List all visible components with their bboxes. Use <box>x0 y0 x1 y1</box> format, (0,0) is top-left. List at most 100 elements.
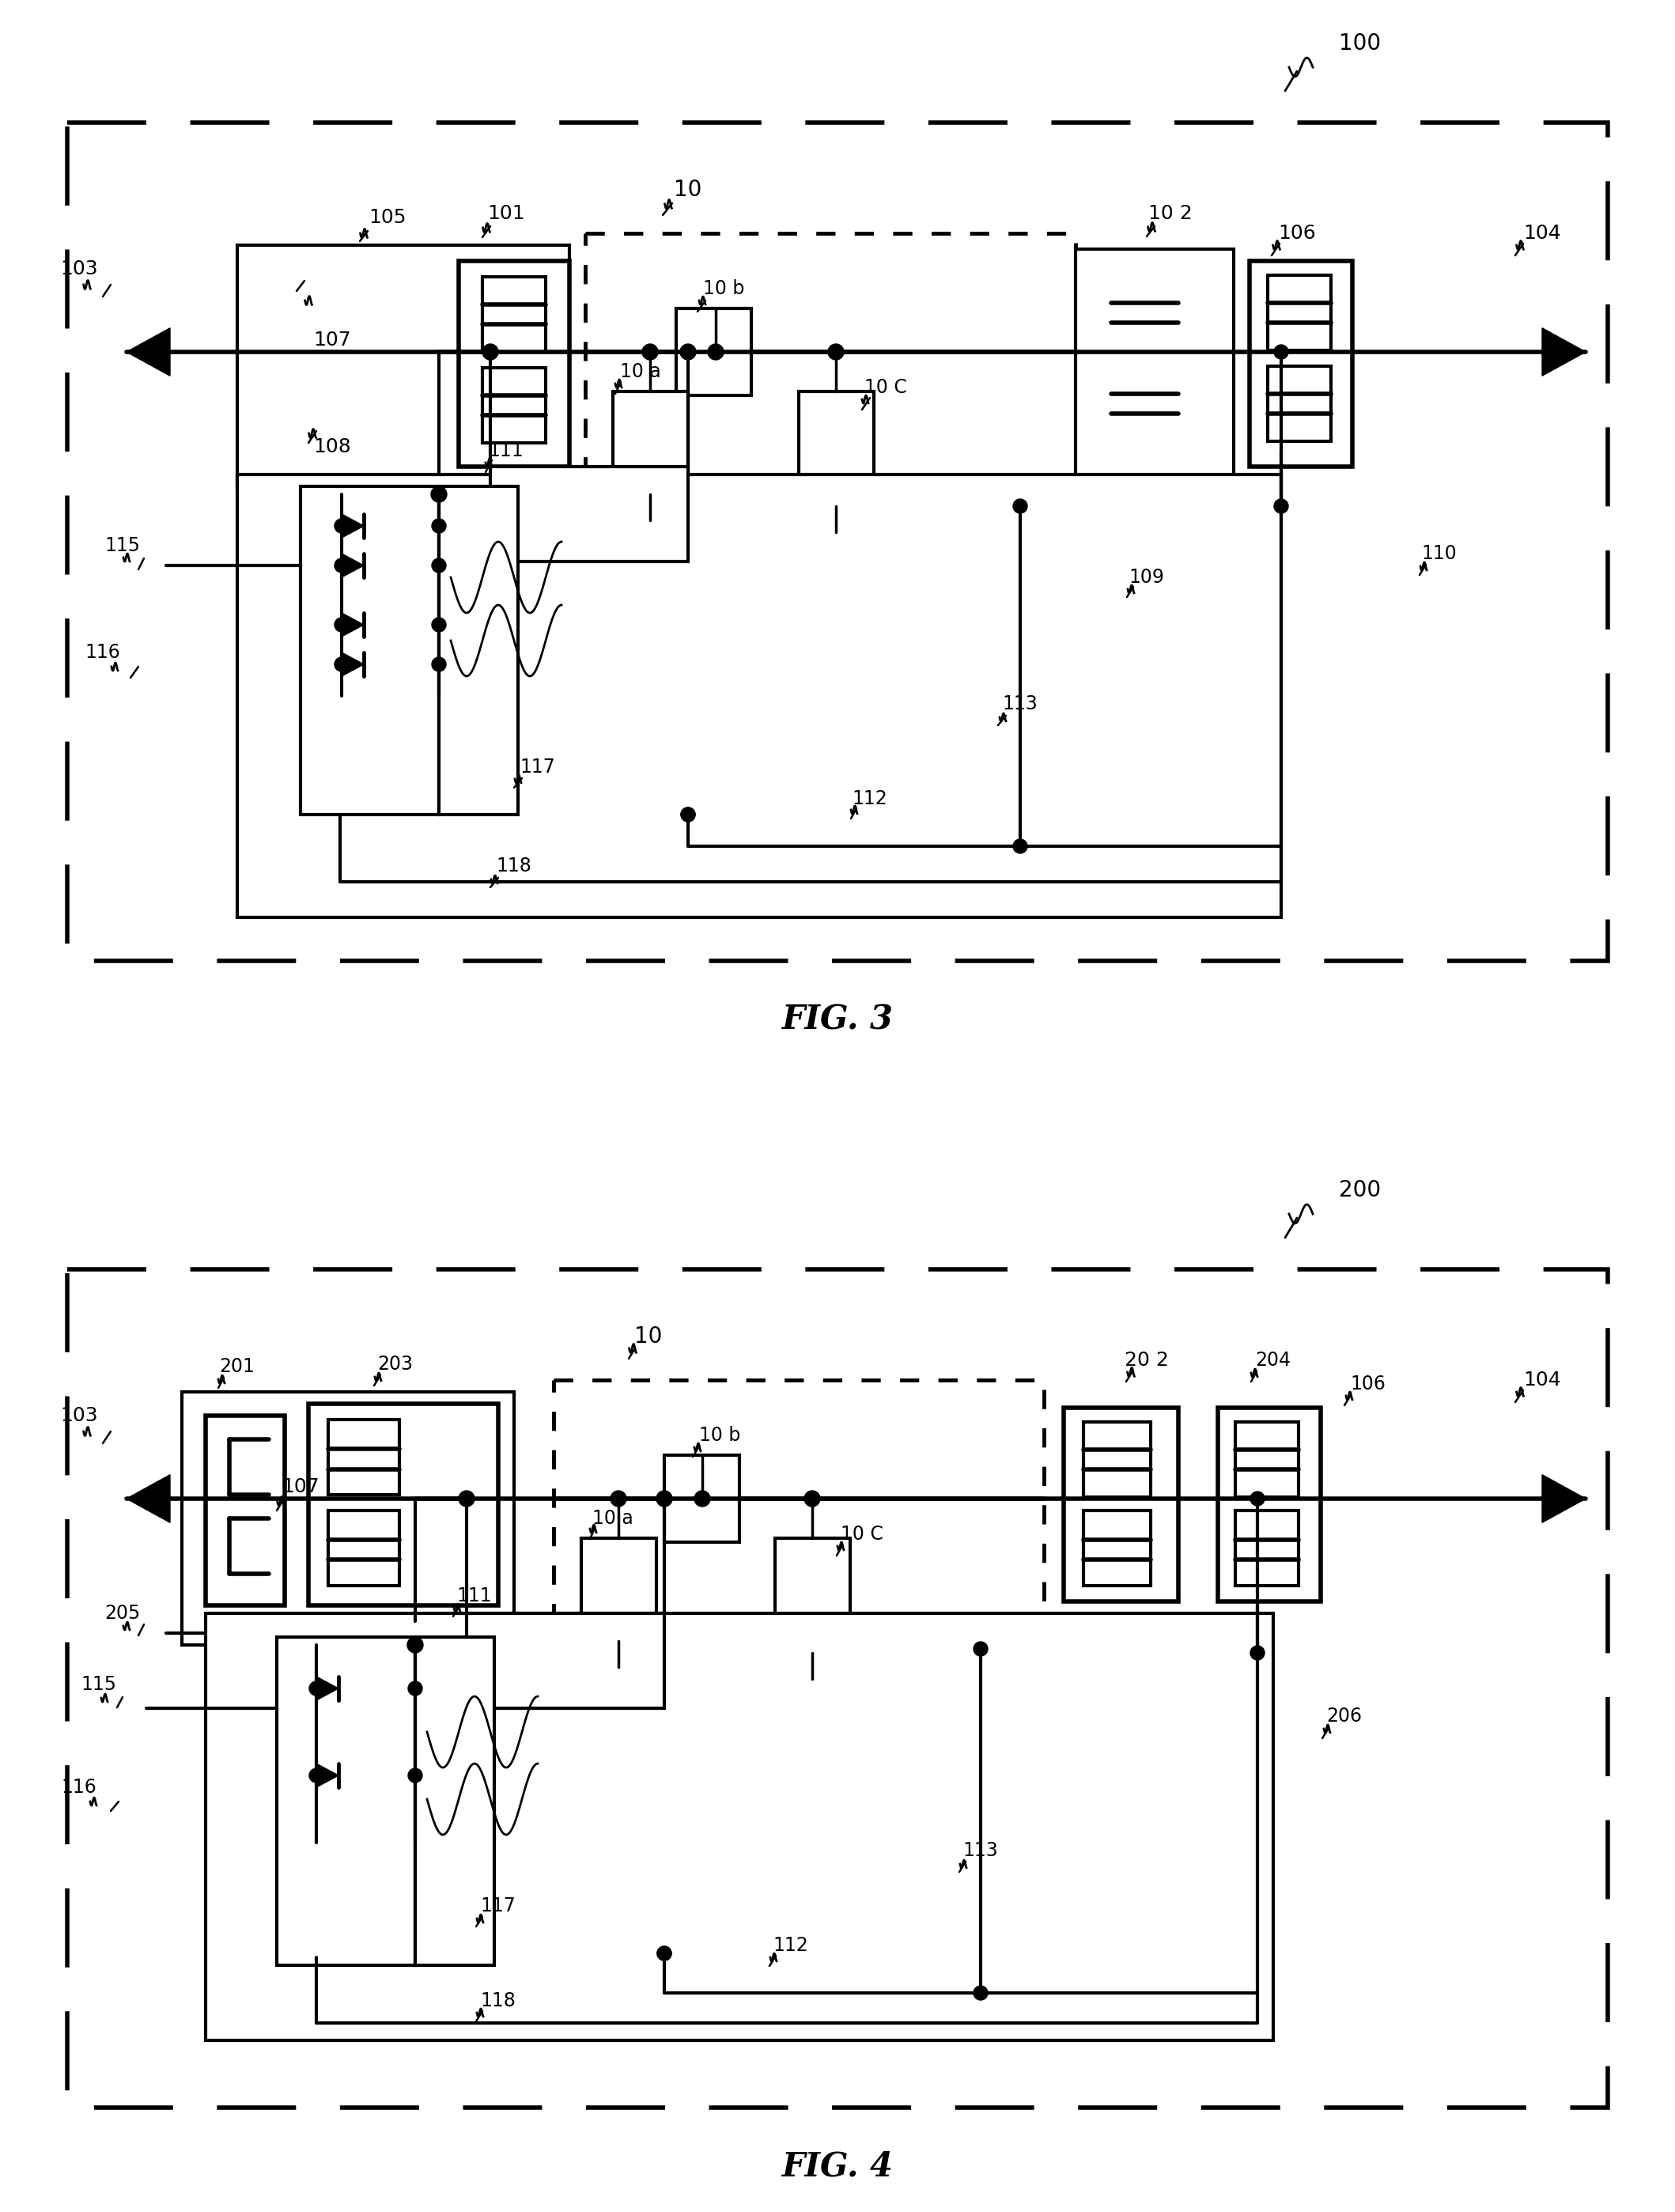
Text: 113: 113 <box>963 1840 998 1860</box>
Bar <box>276 1637 415 1964</box>
Text: 10 b: 10 b <box>703 279 744 299</box>
Text: 10 a: 10 a <box>620 363 662 380</box>
Text: 10: 10 <box>673 179 702 201</box>
Bar <box>1250 261 1352 467</box>
Circle shape <box>657 1947 672 1960</box>
Bar <box>799 392 874 507</box>
Text: 103: 103 <box>60 259 97 279</box>
Polygon shape <box>1543 327 1586 376</box>
Polygon shape <box>342 613 363 637</box>
Text: 104: 104 <box>1523 1371 1561 1389</box>
Circle shape <box>432 520 446 533</box>
Text: 106: 106 <box>1350 1374 1385 1394</box>
Circle shape <box>407 1637 424 1652</box>
Text: 113: 113 <box>1003 695 1038 712</box>
Circle shape <box>682 807 695 821</box>
Circle shape <box>695 1491 710 1506</box>
Text: FIG. 3: FIG. 3 <box>782 1004 893 1037</box>
Polygon shape <box>1543 1475 1586 1522</box>
Text: 117: 117 <box>481 1896 516 1916</box>
Text: 112: 112 <box>774 1936 809 1955</box>
Circle shape <box>335 657 348 672</box>
Circle shape <box>409 1767 422 1783</box>
Text: 115: 115 <box>80 1674 117 1694</box>
Text: 111: 111 <box>489 440 524 460</box>
Bar <box>238 476 1281 918</box>
Bar <box>183 1391 514 1646</box>
Bar <box>491 467 688 562</box>
Text: 108: 108 <box>313 438 352 456</box>
Circle shape <box>1250 1491 1265 1506</box>
Bar <box>328 1511 399 1586</box>
Circle shape <box>310 1681 323 1697</box>
Text: 116: 116 <box>62 1778 97 1796</box>
Bar <box>1075 250 1234 482</box>
Text: 110: 110 <box>1422 544 1457 564</box>
Text: 10: 10 <box>635 1325 663 1347</box>
Text: 205: 205 <box>104 1604 141 1624</box>
Circle shape <box>1013 500 1027 513</box>
Bar <box>1064 1407 1178 1601</box>
Text: 117: 117 <box>519 759 556 776</box>
Circle shape <box>827 345 844 361</box>
Circle shape <box>335 617 348 633</box>
Bar <box>308 1405 497 1606</box>
Bar <box>1218 1407 1320 1601</box>
Bar <box>677 307 752 396</box>
Bar <box>206 1613 1273 2039</box>
Text: 112: 112 <box>853 790 888 807</box>
Bar <box>206 1416 285 1606</box>
Text: 200: 200 <box>1340 1179 1382 1201</box>
Circle shape <box>1275 500 1288 513</box>
Text: 20 2: 20 2 <box>1124 1352 1169 1369</box>
Bar <box>1084 1422 1151 1498</box>
Bar <box>1092 261 1206 467</box>
Circle shape <box>482 345 497 361</box>
Text: 10 C: 10 C <box>841 1524 883 1544</box>
Text: 107: 107 <box>313 330 352 349</box>
Bar <box>415 1637 494 1964</box>
Bar <box>467 1613 665 1708</box>
Bar <box>581 1537 657 1641</box>
Polygon shape <box>317 1677 338 1701</box>
Polygon shape <box>342 513 363 538</box>
Text: 10 a: 10 a <box>593 1509 633 1528</box>
Bar <box>613 392 688 493</box>
Bar <box>1234 1511 1298 1586</box>
Circle shape <box>682 807 695 821</box>
Text: 118: 118 <box>496 856 531 876</box>
Circle shape <box>1250 1646 1265 1659</box>
Circle shape <box>680 345 695 361</box>
Text: 111: 111 <box>457 1586 492 1606</box>
Bar <box>459 261 570 467</box>
Bar <box>482 276 546 352</box>
Text: 118: 118 <box>481 1991 516 2011</box>
Circle shape <box>804 1491 821 1506</box>
Circle shape <box>409 1681 422 1697</box>
Bar <box>1234 1422 1298 1498</box>
Text: 10 2: 10 2 <box>1149 204 1193 223</box>
Circle shape <box>1013 838 1027 854</box>
Polygon shape <box>799 1679 826 1697</box>
Text: 10 C: 10 C <box>864 378 908 396</box>
Polygon shape <box>127 327 171 376</box>
Circle shape <box>973 1986 988 2000</box>
Text: FIG. 4: FIG. 4 <box>782 2150 893 2183</box>
Polygon shape <box>822 533 849 549</box>
Text: 204: 204 <box>1256 1352 1291 1369</box>
Circle shape <box>310 1767 323 1783</box>
Circle shape <box>642 345 658 361</box>
Polygon shape <box>342 553 363 577</box>
Circle shape <box>973 1641 988 1657</box>
Circle shape <box>657 1491 672 1506</box>
Circle shape <box>432 657 446 672</box>
Bar <box>776 1537 851 1652</box>
Text: 101: 101 <box>487 204 524 223</box>
Circle shape <box>709 345 724 361</box>
Text: 106: 106 <box>1278 223 1317 243</box>
Bar <box>328 1420 399 1495</box>
Polygon shape <box>317 1763 338 1787</box>
Text: 203: 203 <box>377 1354 414 1374</box>
Text: 10 b: 10 b <box>698 1427 740 1444</box>
Bar <box>1111 367 1178 440</box>
